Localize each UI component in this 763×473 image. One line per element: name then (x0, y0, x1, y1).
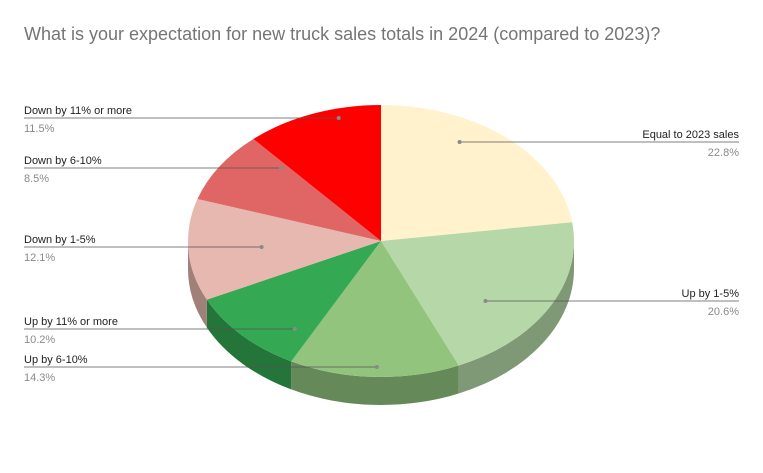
slice-value: 11.5% (24, 123, 55, 135)
leader-dot (278, 166, 283, 170)
slice-value: 14.3% (24, 372, 55, 384)
slice-value: 8.5% (24, 173, 49, 185)
slice-label: Up by 6-10% (24, 354, 88, 366)
slice-label: Down by 11% or more (24, 105, 132, 117)
slice-label: Equal to 2023 sales (642, 129, 739, 141)
slice-label: Up by 1-5% (682, 288, 740, 300)
slice-value: 12.1% (24, 252, 55, 264)
pie-label-up-by-11-or-more: Up by 11% or more 10.2% (24, 316, 297, 346)
slice-value: 10.2% (24, 334, 55, 346)
pie-label-equal-to-2023-sales: Equal to 2023 sales 22.8% (457, 129, 739, 159)
pie-label-down-by-11-or-more: Down by 11% or more 11.5% (24, 105, 341, 135)
leader-dot (457, 140, 462, 144)
pie-label-up-by-6-10: Up by 6-10% 14.3% (24, 354, 379, 384)
pie-label-down-by-6-10: Down by 6-10% 8.5% (24, 155, 283, 185)
leader-dot (259, 245, 264, 249)
chart-title: What is your expectation for new truck s… (24, 24, 661, 44)
slice-value: 20.6% (708, 306, 739, 318)
pie-slice-down-by-6-10[interactable] (197, 138, 381, 241)
pie-slice-equal-to-2023-sales[interactable] (381, 105, 573, 241)
pie-slice-down-by-11-or-more[interactable] (253, 105, 381, 241)
leader-dot (374, 365, 379, 369)
pie-slice-up-by-1-5[interactable] (381, 222, 574, 366)
slice-label: Up by 11% or more (24, 316, 118, 328)
pie-slice-down-by-1-5[interactable] (187, 198, 381, 300)
leader-dot (336, 116, 341, 120)
leader-dot (483, 299, 488, 303)
pie-slice-up-by-11-or-more[interactable] (206, 241, 381, 362)
pie-side-up-by-1-5 (458, 241, 574, 394)
pie-side-up-by-6-10 (291, 361, 459, 406)
leader-dot (292, 327, 297, 331)
pie-slice-up-by-6-10[interactable] (291, 241, 459, 378)
pie-label-down-by-1-5: Down by 1-5% 12.1% (24, 234, 264, 264)
slice-label: Down by 6-10% (24, 155, 102, 167)
slice-value: 22.8% (708, 147, 739, 159)
slice-label: Down by 1-5% (24, 234, 96, 246)
pie-label-up-by-1-5: Up by 1-5% 20.6% (483, 288, 739, 318)
pie-side-down-by-1-5 (188, 241, 207, 328)
